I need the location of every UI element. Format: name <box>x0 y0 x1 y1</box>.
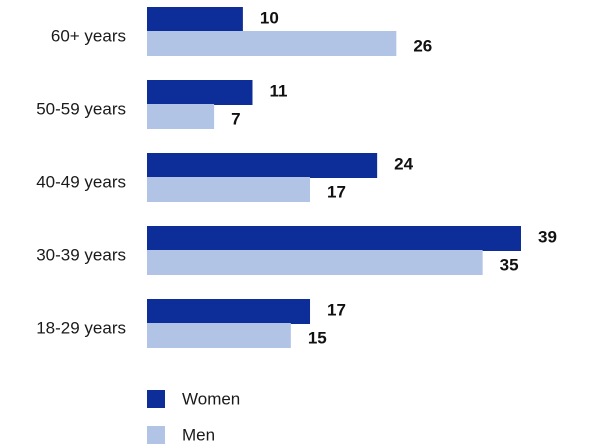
bar-men-60plus-years <box>147 31 397 56</box>
bar-women-18-29-years <box>147 299 311 324</box>
bar-men-40-49-years <box>147 177 311 202</box>
legend-label-women: Women <box>182 389 240 408</box>
value-label-men-60plus-years: 26 <box>413 36 432 55</box>
bar-men-50-59-years <box>147 104 215 129</box>
value-label-men-30-39-years: 35 <box>500 255 519 274</box>
category-label-60plus-years: 60+ years <box>51 26 126 45</box>
value-label-men-50-59-years: 7 <box>231 109 240 128</box>
category-label-30-39-years: 30-39 years <box>36 245 126 264</box>
bar-women-30-39-years <box>147 226 521 251</box>
legend: Women Men <box>147 389 240 444</box>
value-label-women-18-29-years: 17 <box>327 300 346 319</box>
labels-layer: 60+ years 10 26 50-59 years 11 7 40-49 years 24… <box>36 8 557 347</box>
bar-women-60plus-years <box>147 7 243 32</box>
bar-men-18-29-years <box>147 323 291 348</box>
bar-women-50-59-years <box>147 80 253 105</box>
value-label-women-40-49-years: 24 <box>394 154 413 173</box>
bar-men-30-39-years <box>147 250 483 275</box>
bars-layer <box>147 7 521 348</box>
value-label-men-40-49-years: 17 <box>327 182 346 201</box>
legend-label-men: Men <box>182 425 215 444</box>
bar-women-40-49-years <box>147 153 378 178</box>
legend-swatch-women <box>147 390 165 408</box>
category-label-50-59-years: 50-59 years <box>36 99 126 118</box>
value-label-men-18-29-years: 15 <box>308 328 327 347</box>
legend-swatch-men <box>147 426 165 444</box>
category-label-40-49-years: 40-49 years <box>36 172 126 191</box>
value-label-women-30-39-years: 39 <box>538 227 557 246</box>
value-label-women-60plus-years: 10 <box>260 8 279 27</box>
value-label-women-50-59-years: 11 <box>269 81 287 100</box>
category-label-18-29-years: 18-29 years <box>36 318 126 337</box>
